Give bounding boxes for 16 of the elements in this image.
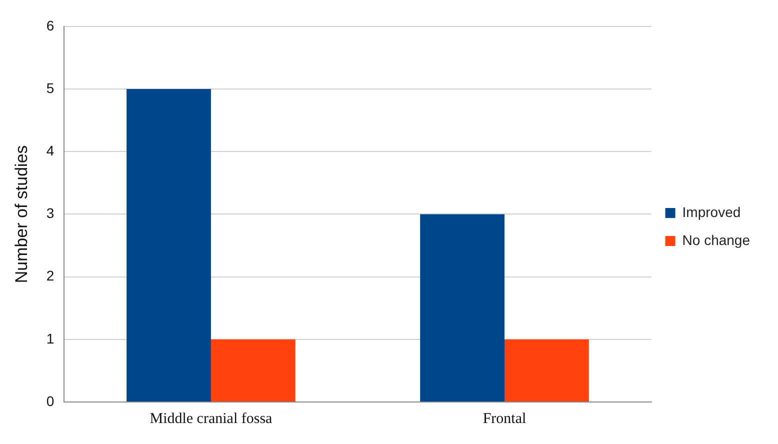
x-tick-label: Middle cranial fossa	[150, 410, 273, 427]
bar	[504, 339, 589, 402]
legend-label: No change	[682, 232, 750, 248]
y-tick-label: 1	[46, 330, 54, 346]
bar	[210, 339, 296, 402]
legend-label: Improved	[682, 204, 741, 220]
bar	[420, 214, 505, 402]
y-axis-title: Number of studies	[12, 145, 31, 284]
y-tick-label: 6	[46, 17, 54, 34]
y-tick-label: 4	[46, 142, 54, 158]
bar	[126, 89, 211, 402]
y-tick-label: 3	[46, 205, 54, 222]
x-tick-label: Frontal	[482, 410, 526, 427]
y-tick-label: 0	[46, 392, 54, 409]
y-tick-label: 5	[46, 80, 54, 96]
y-tick-label: 2	[46, 268, 54, 284]
